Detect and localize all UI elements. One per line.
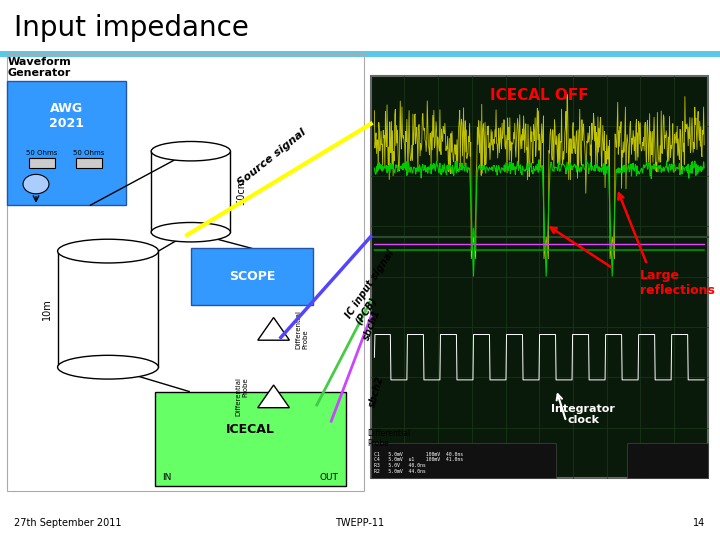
Text: TWEPP-11: TWEPP-11 <box>336 518 384 528</box>
Text: Input impedance: Input impedance <box>14 14 249 42</box>
Text: sbch1: sbch1 <box>362 308 383 342</box>
FancyBboxPatch shape <box>371 76 708 478</box>
FancyBboxPatch shape <box>155 392 346 486</box>
Text: C1   5.0mV        100mV  40.0ns
C4   5.0mV  u1    100mV  41.0ns
R3   5.0V   40.0: C1 5.0mV 100mV 40.0ns C4 5.0mV u1 100mV … <box>374 451 464 474</box>
Text: Differential
Probe: Differential Probe <box>367 429 410 448</box>
FancyBboxPatch shape <box>29 158 55 168</box>
Text: 50 Ohms: 50 Ohms <box>26 150 58 156</box>
Text: SCOPE: SCOPE <box>229 270 275 284</box>
Polygon shape <box>258 385 289 408</box>
Ellipse shape <box>151 141 230 161</box>
Text: Large
reflections: Large reflections <box>640 269 715 296</box>
Text: 27th September 2011: 27th September 2011 <box>14 518 122 528</box>
Text: 50cm: 50cm <box>236 178 246 205</box>
Text: Integrator
clock: Integrator clock <box>551 403 615 426</box>
Text: Differential
Probe: Differential Probe <box>295 310 308 349</box>
Text: Differential
Probe: Differential Probe <box>235 377 248 416</box>
Polygon shape <box>258 318 289 340</box>
Text: sbch2: sbch2 <box>367 375 385 408</box>
Text: 14: 14 <box>693 518 706 528</box>
Text: 10m: 10m <box>42 298 52 320</box>
FancyBboxPatch shape <box>191 248 313 305</box>
Circle shape <box>23 174 49 194</box>
Text: Waveform
Generator: Waveform Generator <box>7 57 71 78</box>
Ellipse shape <box>151 222 230 242</box>
Text: IC input signal
(PCB): IC input signal (PCB) <box>344 248 406 326</box>
FancyBboxPatch shape <box>7 81 126 205</box>
FancyBboxPatch shape <box>0 0 371 540</box>
Text: 50 Ohms: 50 Ohms <box>73 150 104 156</box>
FancyBboxPatch shape <box>76 158 102 168</box>
FancyBboxPatch shape <box>371 443 556 478</box>
Ellipse shape <box>58 355 158 379</box>
Text: ICECAL: ICECAL <box>226 423 274 436</box>
Text: AWG
2021: AWG 2021 <box>49 102 84 130</box>
Text: OUT: OUT <box>320 472 338 482</box>
FancyBboxPatch shape <box>627 443 708 478</box>
FancyBboxPatch shape <box>0 51 720 57</box>
Text: ICECAL OFF: ICECAL OFF <box>490 87 588 103</box>
Ellipse shape <box>58 239 158 263</box>
Text: Source signal: Source signal <box>235 127 308 188</box>
Text: IN: IN <box>162 472 171 482</box>
